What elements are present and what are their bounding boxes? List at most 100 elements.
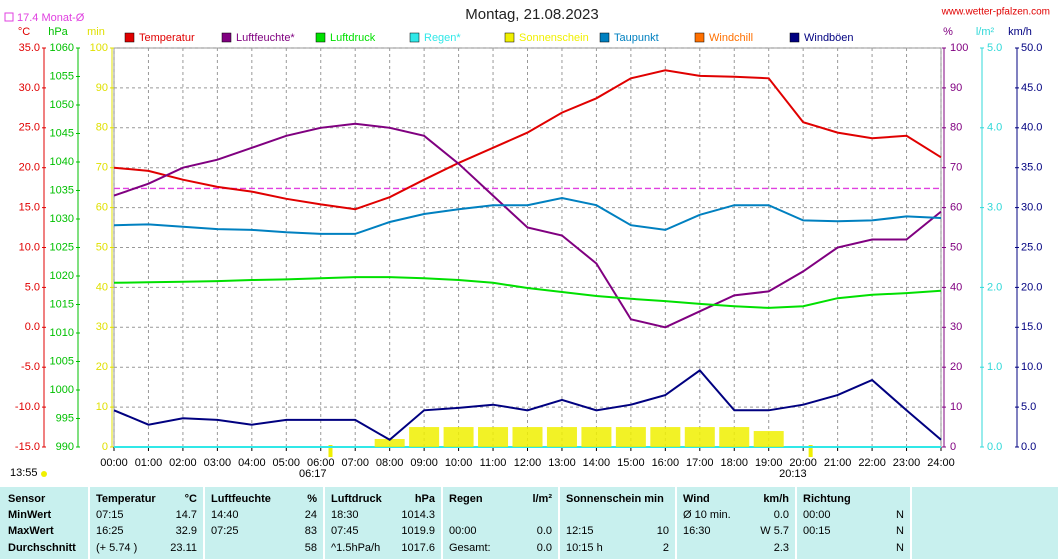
x-tick-label: 15:00 bbox=[617, 457, 645, 469]
x-tick-label: 10:00 bbox=[445, 457, 473, 469]
y-tick-label: 80 bbox=[96, 122, 108, 134]
y-tick-label: 80 bbox=[950, 122, 962, 134]
y-tick-label: 40 bbox=[950, 281, 962, 293]
cell-value: 1014.3 bbox=[401, 509, 435, 521]
legend-swatch bbox=[694, 32, 705, 43]
sunshine-bar bbox=[753, 431, 784, 447]
sunshine-bar bbox=[684, 427, 715, 447]
column-separator bbox=[675, 487, 677, 559]
y-tick-label: 1015 bbox=[50, 298, 74, 310]
cell-value: 0.0 bbox=[536, 525, 552, 537]
x-tick-label: 19:00 bbox=[755, 457, 783, 469]
axis-title: min bbox=[87, 26, 105, 38]
y-tick-label: 30.0 bbox=[19, 82, 40, 94]
cell-value: W 5.7 bbox=[760, 525, 789, 537]
cell-text: Gesamt: bbox=[449, 542, 491, 554]
sun-icon bbox=[41, 471, 47, 477]
y-tick-label: 100 bbox=[950, 42, 968, 54]
legend-swatch bbox=[789, 32, 800, 43]
x-tick-label: 09:00 bbox=[410, 457, 438, 469]
x-tick-label: 04:00 bbox=[238, 457, 266, 469]
header-cell: Temperatur bbox=[96, 493, 156, 505]
x-tick-label: 12:00 bbox=[514, 457, 542, 469]
x-tick-label: 16:00 bbox=[652, 457, 680, 469]
x-tick-label: 23:00 bbox=[893, 457, 921, 469]
column-separator bbox=[558, 487, 560, 559]
y-tick-label: 1030 bbox=[50, 213, 74, 225]
y-tick-label: 0.0 bbox=[1021, 441, 1036, 453]
header-unit: hPa bbox=[414, 493, 435, 505]
row-label: Durchschnitt bbox=[8, 542, 76, 554]
sunrise-marker bbox=[328, 445, 333, 457]
y-tick-label: 10 bbox=[950, 401, 962, 413]
sunshine-bar bbox=[581, 427, 612, 447]
y-tick-label: 45.0 bbox=[1021, 82, 1042, 94]
sunset-marker bbox=[808, 445, 813, 457]
cell-text: 18:30 bbox=[331, 509, 359, 521]
y-tick-label: 70 bbox=[950, 162, 962, 174]
x-tick-label: 24:00 bbox=[927, 457, 955, 469]
y-tick-label: 25.0 bbox=[1021, 241, 1042, 253]
series-line bbox=[113, 122, 942, 329]
sunshine-bar bbox=[650, 427, 681, 447]
y-tick-label: 35.0 bbox=[19, 42, 40, 54]
y-tick-label: 0 bbox=[950, 441, 956, 453]
y-tick-label: 40 bbox=[96, 281, 108, 293]
y-tick-label: 50 bbox=[96, 241, 108, 253]
y-tick-label: 90 bbox=[96, 82, 108, 94]
source: www.wetter-pfalzen.com bbox=[941, 7, 1050, 18]
y-tick-label: 20 bbox=[950, 361, 962, 373]
y-tick-label: 2.0 bbox=[987, 281, 1002, 293]
cell-value: 24 bbox=[304, 509, 317, 521]
cell-value: 2.3 bbox=[773, 542, 789, 554]
row-label: MaxWert bbox=[8, 525, 54, 537]
y-tick-label: 0 bbox=[102, 441, 108, 453]
axis-title: l/m² bbox=[976, 26, 995, 38]
cell-text: 12:15 bbox=[566, 525, 594, 537]
column-separator bbox=[910, 487, 912, 559]
x-tick-label: 06:00 bbox=[307, 457, 335, 469]
sunshine-bar bbox=[374, 439, 405, 447]
x-tick-label: 02:00 bbox=[169, 457, 197, 469]
legend-label: Luftfeuchte* bbox=[236, 32, 295, 44]
y-tick-label: 1050 bbox=[50, 99, 74, 111]
legend-swatch bbox=[124, 32, 135, 43]
legend-swatch bbox=[221, 32, 232, 43]
column-separator bbox=[441, 487, 443, 559]
y-tick-label: 1000 bbox=[50, 384, 74, 396]
chart-title: Montag, 21.08.2023 bbox=[465, 6, 598, 23]
cell-value: 58 bbox=[304, 542, 317, 554]
header-cell: Regen bbox=[449, 493, 483, 505]
axis-title: % bbox=[943, 26, 953, 38]
header-cell: Luftdruck bbox=[331, 493, 382, 505]
y-tick-label: 1020 bbox=[50, 270, 74, 282]
sunshine-bar bbox=[409, 427, 440, 447]
y-tick-label: 1055 bbox=[50, 70, 74, 82]
y-tick-label: 1025 bbox=[50, 241, 74, 253]
y-tick-label: 3.0 bbox=[987, 202, 1002, 214]
cell-text: 00:00 bbox=[803, 509, 831, 521]
legend-swatch bbox=[315, 32, 326, 43]
header-unit: km/h bbox=[763, 493, 789, 505]
y-tick-label: 1035 bbox=[50, 184, 74, 196]
y-tick-label: 40.0 bbox=[1021, 122, 1042, 134]
y-tick-label: 1060 bbox=[50, 42, 74, 54]
legend-label: Windchill bbox=[709, 32, 753, 44]
column-separator bbox=[88, 487, 90, 559]
y-tick-label: 20.0 bbox=[1021, 281, 1042, 293]
axis-title: hPa bbox=[48, 26, 68, 38]
header-cell: Sensor bbox=[8, 493, 46, 505]
x-tick-label: 22:00 bbox=[858, 457, 886, 469]
sunshine-bar bbox=[512, 427, 543, 447]
column-separator bbox=[795, 487, 797, 559]
legend-label: Taupunkt bbox=[614, 32, 659, 44]
series-line bbox=[113, 276, 942, 309]
legend-label: Temperatur bbox=[139, 32, 195, 44]
legend-label: Luftdruck bbox=[330, 32, 376, 44]
y-tick-label: 35.0 bbox=[1021, 162, 1042, 174]
axis-title: °C bbox=[18, 26, 30, 38]
row-label: MinWert bbox=[8, 509, 52, 521]
cell-value: 10 bbox=[656, 525, 669, 537]
y-tick-label: -10.0 bbox=[15, 401, 40, 413]
